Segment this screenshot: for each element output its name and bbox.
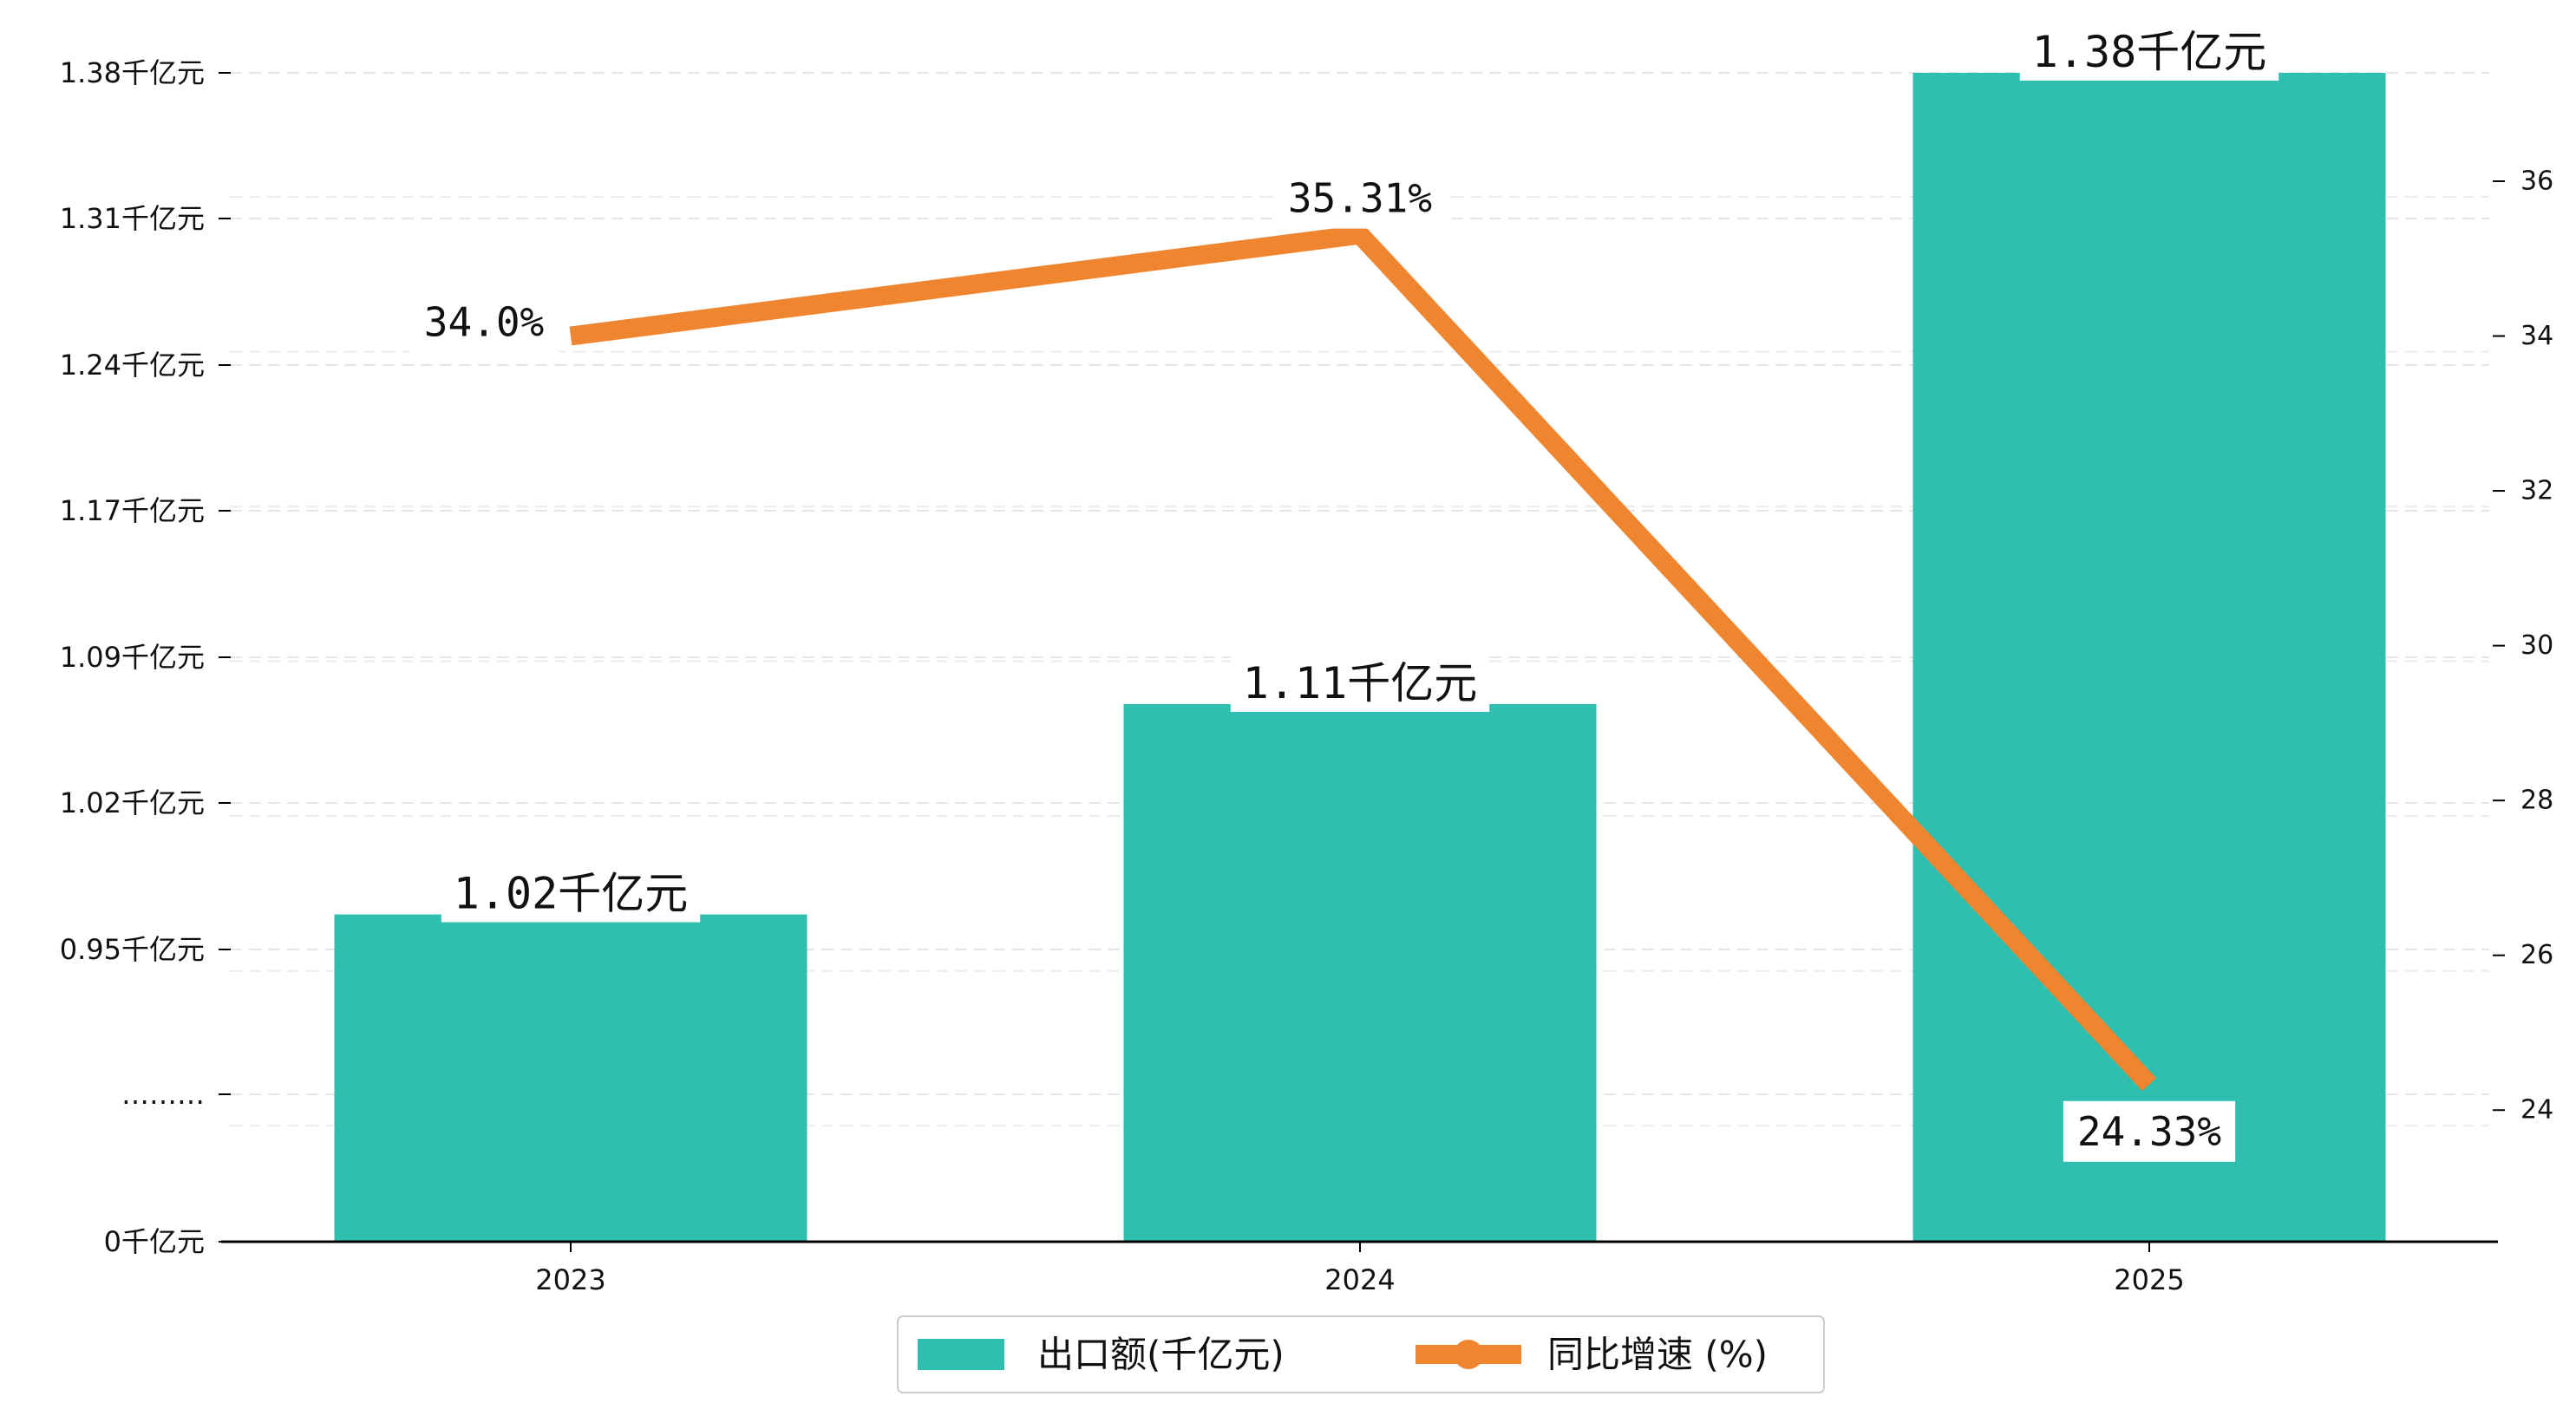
x-axis-ticks: 2023 2024 2025: [535, 1242, 2185, 1296]
left-tick-label: 1.31千亿元: [60, 202, 205, 235]
right-tick-label: 36: [2520, 166, 2553, 196]
bar-value-label-2025: 1.38千亿元: [2019, 23, 2279, 81]
line-value-label-2024: 35.31%: [1273, 167, 1447, 229]
right-tick-label: 30: [2520, 630, 2553, 661]
bar-value-label-2024: 1.11千亿元: [1230, 654, 1490, 712]
growth-line: [567, 224, 2157, 1092]
line-value-label-2024-text: 35.31%: [1288, 175, 1432, 222]
left-tick-label: 1.38千亿元: [60, 56, 205, 89]
line-value-label-2025: 24.33%: [2063, 1100, 2236, 1162]
left-tick-label: 1.09千亿元: [60, 641, 205, 674]
x-tick-label: 2024: [1324, 1263, 1395, 1296]
right-axis-ticks: 24 26 28 30 32 34 36: [2493, 166, 2553, 1126]
legend-bar-swatch: [918, 1339, 1004, 1370]
x-tick-label: 2025: [2114, 1263, 2184, 1296]
right-tick-label: 32: [2520, 476, 2553, 506]
left-tick-label: 1.24千亿元: [60, 349, 205, 382]
legend-box: [897, 1315, 1825, 1393]
legend: 出口额(千亿元) 同比增速 (%): [897, 1315, 1825, 1393]
right-tick-label: 28: [2520, 786, 2553, 816]
legend-line-label: 同比增速 (%): [1547, 1334, 1768, 1376]
right-tick-label: 24: [2520, 1095, 2553, 1126]
left-tick-label: 0千亿元: [104, 1225, 205, 1258]
bars: [334, 73, 2386, 1242]
bar-value-label-2023: 1.02千亿元: [441, 865, 701, 923]
left-axis-ticks: 0千亿元 ……… 0.95千亿元 1.02千亿元 1.09千亿元 1.17千亿元 1.24千…: [60, 56, 231, 1258]
growth-point-2025: [2146, 1081, 2153, 1088]
x-tick-label: 2023: [535, 1263, 605, 1296]
growth-line-path: [569, 224, 2157, 1092]
bar-2024: [1123, 703, 1597, 1242]
legend-bar-label: 出口额(千亿元): [1037, 1334, 1285, 1376]
line-value-label-2023-text: 34.0%: [424, 299, 544, 346]
line-value-label-2025-text: 24.33%: [2077, 1108, 2221, 1155]
bar-2023: [334, 914, 807, 1242]
left-tick-label: ………: [121, 1078, 205, 1111]
legend-line-marker: [1454, 1340, 1483, 1369]
line-value-label-2023: 34.0%: [409, 291, 559, 353]
bar-2025: [1912, 73, 2386, 1242]
left-tick-label: 1.17千亿元: [60, 494, 205, 527]
bar-value-label-2025-text: 1.38千亿元: [2032, 27, 2266, 77]
right-tick-label: 34: [2520, 321, 2553, 351]
left-tick-label: 0.95千亿元: [60, 933, 205, 966]
bar-value-label-2023-text: 1.02千亿元: [454, 869, 688, 919]
line-labels: 34.0% 35.31% 24.33%: [409, 167, 2236, 1162]
bar-value-label-2024-text: 1.11千亿元: [1243, 658, 1477, 708]
right-tick-label: 26: [2520, 940, 2553, 970]
growth-point-2024: [1357, 232, 1363, 238]
bar-labels: 1.02千亿元 1.11千亿元 1.38千亿元: [441, 23, 2279, 923]
growth-point-2023: [567, 333, 574, 340]
left-tick-label: 1.02千亿元: [60, 786, 205, 819]
